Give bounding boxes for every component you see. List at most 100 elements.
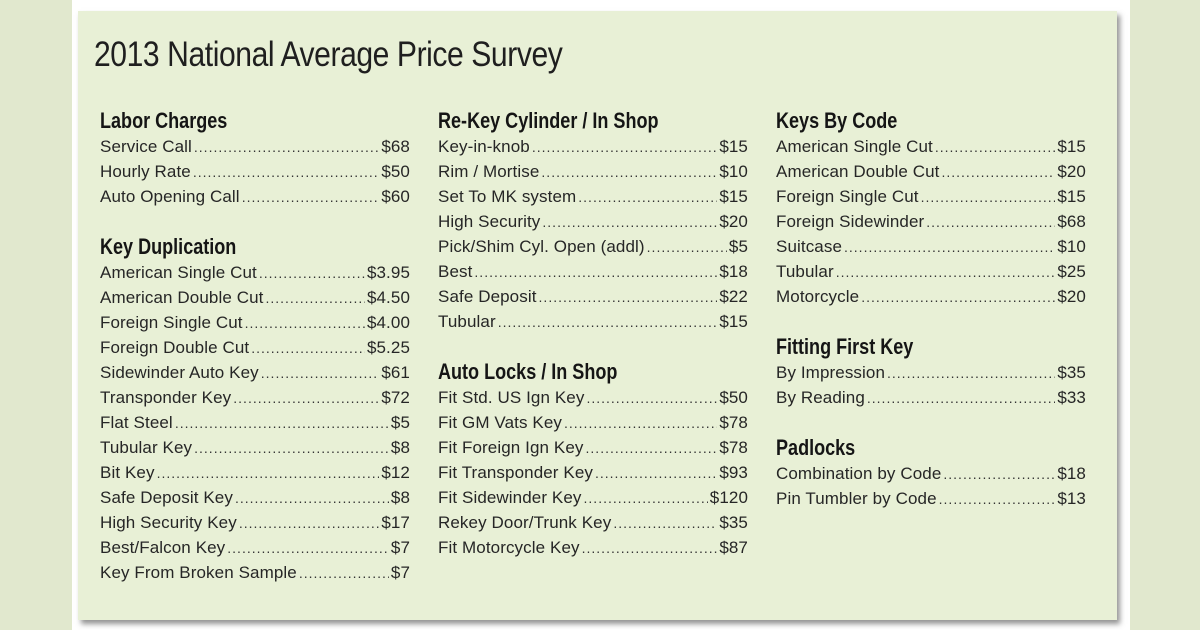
leader-dots bbox=[935, 135, 1055, 160]
section-rekey-cylinder: Re-Key Cylinder / In Shop Key-in-knob $15… bbox=[438, 108, 748, 334]
price-row: By Impression $35 bbox=[776, 360, 1086, 385]
leader-dots bbox=[259, 261, 365, 286]
section-padlocks: Padlocks Combination by Code $18 Pin Tumb… bbox=[776, 435, 1086, 511]
price-row: Tubular $15 bbox=[438, 309, 748, 334]
price-row: Hourly Rate $50 bbox=[100, 159, 410, 184]
leader-dots bbox=[235, 486, 389, 511]
leader-dots bbox=[578, 185, 717, 210]
item-label: Best bbox=[438, 262, 473, 281]
price-row: Tubular $25 bbox=[776, 259, 1086, 284]
column-2: Re-Key Cylinder / In Shop Key-in-knob $15… bbox=[438, 108, 748, 585]
item-price: $20 bbox=[1057, 287, 1086, 306]
item-price: $18 bbox=[719, 262, 748, 281]
item-label: American Double Cut bbox=[100, 288, 264, 307]
price-row: Fit Sidewinder Key $120 bbox=[438, 485, 748, 510]
leader-dots bbox=[474, 260, 717, 285]
item-label: Fit Foreign Ign Key bbox=[438, 438, 584, 457]
section-key-duplication: Key Duplication American Single Cut $3.95… bbox=[100, 234, 410, 585]
leader-dots bbox=[299, 561, 389, 586]
section-heading: Labor Charges bbox=[100, 108, 228, 133]
leader-dots bbox=[887, 361, 1055, 386]
item-label: Foreign Single Cut bbox=[100, 313, 243, 332]
leader-dots bbox=[194, 436, 389, 461]
item-label: American Double Cut bbox=[776, 162, 940, 181]
item-label: American Single Cut bbox=[100, 263, 257, 282]
leader-dots bbox=[861, 285, 1055, 310]
leader-dots bbox=[532, 135, 718, 160]
item-label: Tubular Key bbox=[100, 438, 193, 457]
section-heading: Padlocks bbox=[776, 435, 856, 460]
section-heading: Re-Key Cylinder / In Shop bbox=[438, 108, 659, 133]
leader-dots bbox=[227, 536, 389, 561]
item-label: Key-in-knob bbox=[438, 137, 530, 156]
section-auto-locks: Auto Locks / In Shop Fit Std. US Ign Key… bbox=[438, 359, 748, 560]
price-row: American Double Cut $20 bbox=[776, 159, 1086, 184]
price-row: Fit GM Vats Key $78 bbox=[438, 410, 748, 435]
price-row: Rim / Mortise $10 bbox=[438, 159, 748, 184]
leader-dots bbox=[586, 386, 717, 411]
item-label: Safe Deposit bbox=[438, 287, 537, 306]
item-price: $78 bbox=[719, 413, 748, 432]
section-fitting-first-key: Fitting First Key By Impression $35 By Re… bbox=[776, 334, 1086, 410]
price-row: Motorcycle $20 bbox=[776, 284, 1086, 309]
item-label: Service Call bbox=[100, 137, 192, 156]
item-price: $17 bbox=[381, 513, 410, 532]
item-price: $20 bbox=[719, 212, 748, 231]
leader-dots bbox=[265, 286, 364, 311]
item-price: $10 bbox=[719, 162, 748, 181]
price-row: High Security Key $17 bbox=[100, 510, 410, 535]
item-label: Key From Broken Sample bbox=[100, 563, 297, 582]
item-price: $93 bbox=[719, 463, 748, 482]
item-label: Fit Std. US Ign Key bbox=[438, 388, 585, 407]
item-label: High Security Key bbox=[100, 513, 237, 532]
item-label: Auto Opening Call bbox=[100, 187, 240, 206]
item-price: $8 bbox=[390, 488, 410, 507]
item-price: $5.25 bbox=[366, 338, 410, 357]
price-row: Flat Steel $5 bbox=[100, 410, 410, 435]
item-price: $7 bbox=[390, 563, 410, 582]
item-label: Rekey Door/Trunk Key bbox=[438, 513, 612, 532]
item-label: Flat Steel bbox=[100, 413, 173, 432]
leader-dots bbox=[926, 210, 1055, 235]
price-row: By Reading $33 bbox=[776, 385, 1086, 410]
item-price: $10 bbox=[1057, 237, 1086, 256]
leader-dots bbox=[586, 436, 718, 461]
price-row: American Double Cut $4.50 bbox=[100, 285, 410, 310]
item-label: Suitcase bbox=[776, 237, 843, 256]
price-row: Service Call $68 bbox=[100, 134, 410, 159]
leader-dots bbox=[242, 185, 380, 210]
item-price: $68 bbox=[1057, 212, 1086, 231]
leader-dots bbox=[613, 511, 717, 536]
item-label: Best/Falcon Key bbox=[100, 538, 226, 557]
section-heading: Key Duplication bbox=[100, 234, 237, 259]
item-price: $87 bbox=[719, 538, 748, 557]
item-price: $22 bbox=[719, 287, 748, 306]
leader-dots bbox=[498, 310, 718, 335]
leader-dots bbox=[542, 210, 717, 235]
item-label: High Security bbox=[438, 212, 541, 231]
item-label: Rim / Mortise bbox=[438, 162, 540, 181]
price-row: Tubular Key $8 bbox=[100, 435, 410, 460]
leader-dots bbox=[943, 462, 1055, 487]
item-label: Tubular bbox=[776, 262, 834, 281]
item-price: $18 bbox=[1057, 464, 1086, 483]
section-heading: Auto Locks / In Shop bbox=[438, 359, 618, 384]
price-row: Bit Key $12 bbox=[100, 460, 410, 485]
item-price: $4.00 bbox=[366, 313, 410, 332]
leader-dots bbox=[539, 285, 718, 310]
item-price: $7 bbox=[390, 538, 410, 557]
leader-dots bbox=[193, 160, 379, 185]
item-price: $78 bbox=[719, 438, 748, 457]
leader-dots bbox=[245, 311, 365, 336]
leader-dots bbox=[867, 386, 1055, 411]
price-row: Foreign Sidewinder $68 bbox=[776, 209, 1086, 234]
section-keys-by-code: Keys By Code American Single Cut $15 Amer… bbox=[776, 108, 1086, 309]
item-label: Tubular bbox=[438, 312, 496, 331]
column-3: Keys By Code American Single Cut $15 Amer… bbox=[776, 108, 1086, 536]
item-label: By Impression bbox=[776, 363, 886, 382]
leader-dots bbox=[194, 135, 379, 160]
leader-dots bbox=[564, 411, 717, 436]
price-row: Best/Falcon Key $7 bbox=[100, 535, 410, 560]
item-label: Pick/Shim Cyl. Open (addl) bbox=[438, 237, 645, 256]
leader-dots bbox=[836, 260, 1056, 285]
